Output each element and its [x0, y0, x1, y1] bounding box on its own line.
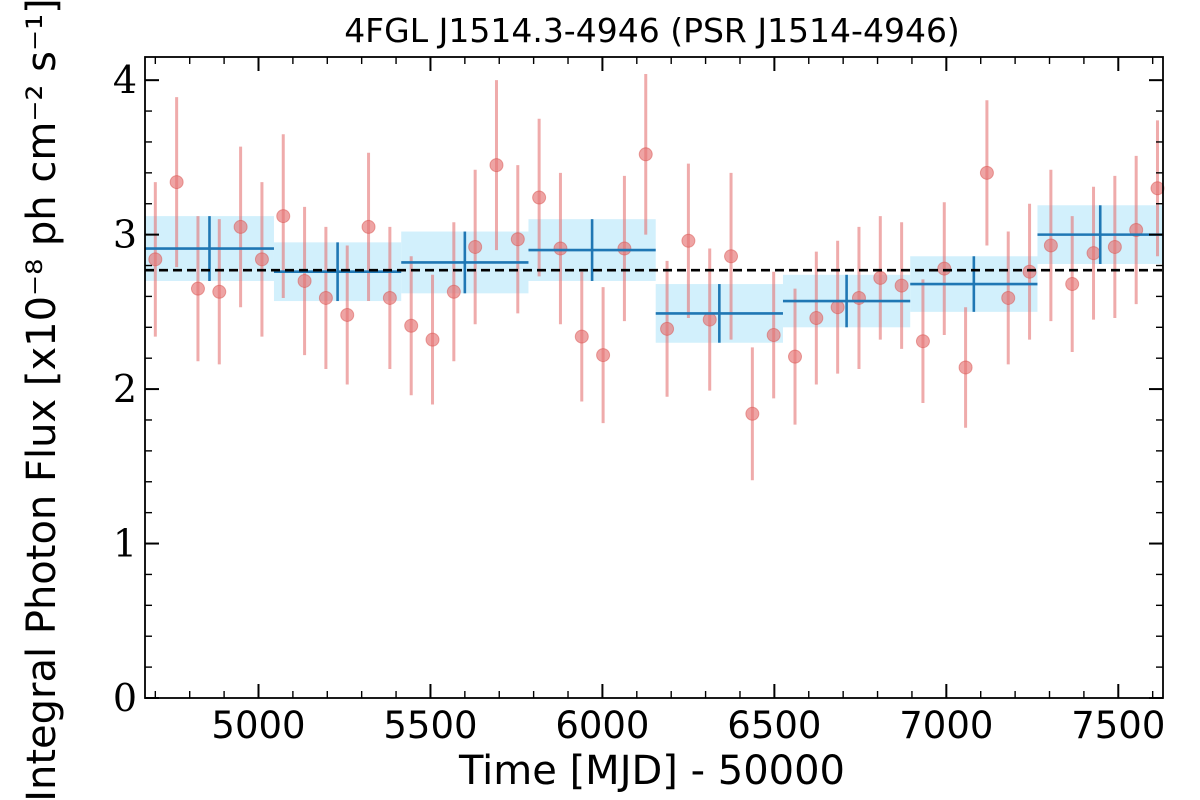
data-point	[425, 332, 440, 347]
x-tick-label: 5500	[383, 704, 477, 747]
data-point	[1086, 246, 1101, 261]
x-tick-label: 6000	[555, 704, 649, 747]
data-point	[148, 252, 163, 267]
y-tick-label: 2	[113, 367, 137, 411]
data-point	[1107, 239, 1122, 254]
data-point	[660, 321, 675, 336]
plot-area	[145, 73, 1165, 481]
data-point	[1150, 181, 1165, 196]
data-point	[937, 261, 952, 276]
data-point	[809, 311, 824, 326]
data-point	[596, 348, 611, 363]
y-axis-label: Integral Photon Flux [x10⁻⁸ ph cm⁻² s⁻¹]	[19, 0, 65, 800]
data-point	[745, 406, 760, 421]
data-point	[510, 232, 525, 247]
axes: 5000 5500 6000 6500 7000 7500 0 1 2 3 4	[113, 56, 1165, 747]
data-point	[638, 147, 653, 162]
data-point	[724, 249, 739, 264]
data-point	[1001, 290, 1016, 305]
data-point	[851, 290, 866, 305]
data-point	[254, 252, 269, 267]
data-point	[830, 300, 845, 315]
data-point	[681, 233, 696, 248]
data-point	[190, 281, 205, 296]
x-tick-label: 5000	[211, 704, 305, 747]
data-point	[489, 158, 504, 173]
y-tick-label: 4	[113, 58, 137, 102]
data-point	[1129, 222, 1144, 237]
plot-frame	[144, 56, 1164, 699]
y-tick-label: 3	[113, 213, 137, 257]
x-tick-label: 7500	[1071, 704, 1165, 747]
data-point	[1043, 238, 1058, 253]
data-point	[873, 270, 888, 285]
data-point	[1022, 264, 1037, 279]
data-point	[318, 290, 333, 305]
data-point	[340, 307, 355, 322]
data-point	[915, 334, 930, 349]
data-point	[979, 165, 994, 180]
x-tick-label: 6500	[727, 704, 821, 747]
data-point	[276, 209, 291, 224]
data-point	[404, 318, 419, 333]
data-point	[894, 278, 909, 293]
y-tick-label: 0	[113, 676, 137, 720]
data-point	[553, 241, 568, 256]
y-tick-label: 1	[113, 522, 137, 566]
data-point	[212, 284, 227, 299]
data-point	[446, 284, 461, 299]
data-point	[702, 312, 717, 327]
data-point	[169, 175, 184, 190]
x-tick-label: 7000	[899, 704, 993, 747]
data-point	[468, 239, 483, 254]
x-axis-label: Time [MJD] - 50000	[458, 748, 845, 794]
chart-title: 4FGL J1514.3-4946 (PSR J1514-4946)	[344, 11, 960, 50]
data-point	[1065, 277, 1080, 292]
data-point	[361, 219, 376, 234]
data-point	[617, 241, 632, 256]
data-point	[297, 273, 312, 288]
data-point	[788, 349, 803, 364]
data-point	[766, 328, 781, 343]
data-point	[382, 290, 397, 305]
data-point	[532, 190, 547, 205]
data-point	[958, 360, 973, 375]
data-point	[574, 329, 589, 344]
data-point	[233, 219, 248, 234]
